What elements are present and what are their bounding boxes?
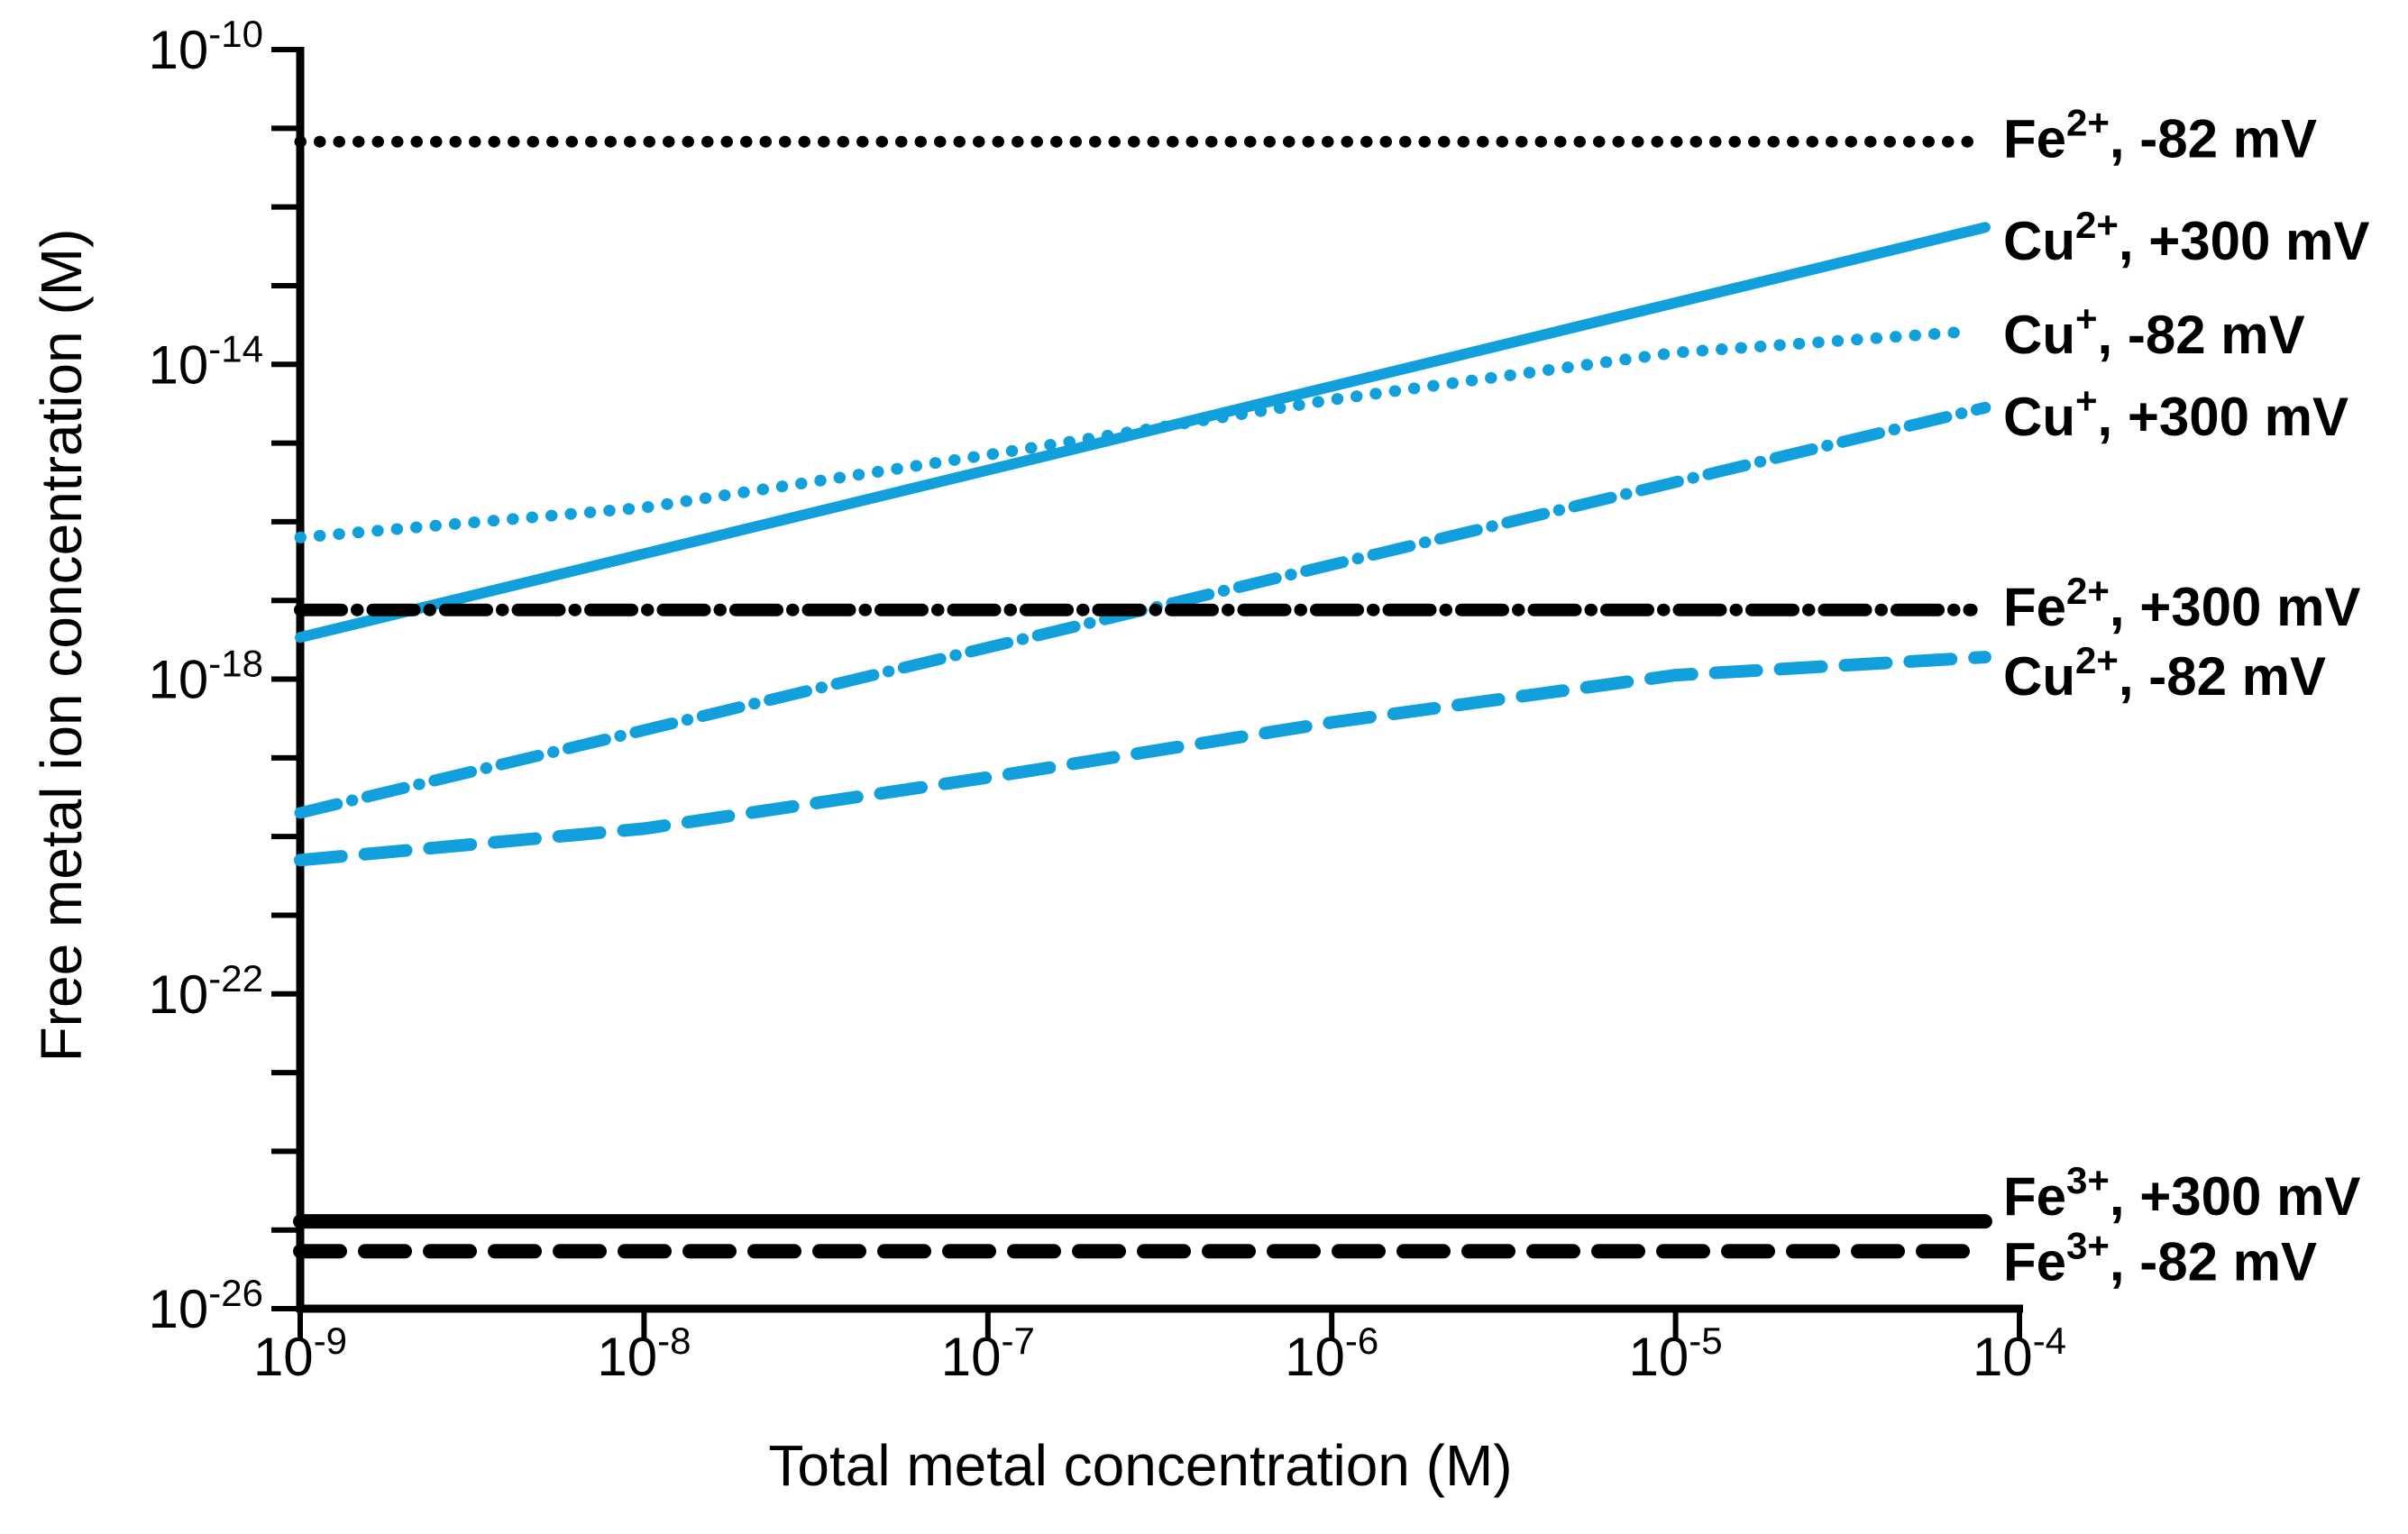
series-label-cu1-m82: Cu+, -82 mV <box>2003 297 2305 365</box>
series-label-fe3-p300: Fe3+, +300 mV <box>2003 1159 2360 1227</box>
x-axis-title: Total metal concentration (M) <box>768 1433 1512 1498</box>
series-label-fe3-m82: Fe3+, -82 mV <box>2003 1225 2317 1292</box>
x-tick-label: 10-5 <box>1629 1319 1723 1387</box>
series-line-cu2-m82 <box>294 651 1991 867</box>
series-label-cu1-p300: Cu+, +300 mV <box>2003 379 2348 447</box>
series-label-cu2-m82: Cu2+, -82 mV <box>2003 639 2326 707</box>
x-tick-label: 10-6 <box>1285 1319 1378 1387</box>
series-label-fe2-p300: Fe2+, +300 mV <box>2003 570 2360 637</box>
series-line-cu1-m82 <box>294 325 1978 543</box>
y-tick-label: 10-10 <box>149 13 263 80</box>
y-tick-label: 10-22 <box>149 957 263 1025</box>
x-tick-label: 10-7 <box>941 1319 1035 1387</box>
y-tick-label: 10-14 <box>149 327 263 395</box>
series-label-cu2-p300: Cu2+, +300 mV <box>2003 204 2369 271</box>
y-tick-label: 10-18 <box>149 643 263 710</box>
y-axis-title: Free metal ion concentration (M) <box>29 229 94 1063</box>
x-tick-label: 10-8 <box>597 1319 691 1387</box>
y-tick-label: 10-26 <box>149 1272 263 1339</box>
x-tick-label: 10-4 <box>1973 1319 2066 1387</box>
series-label-fe2-m82: Fe2+, -82 mV <box>2003 102 2317 169</box>
x-tick-label: 10-9 <box>253 1319 347 1387</box>
